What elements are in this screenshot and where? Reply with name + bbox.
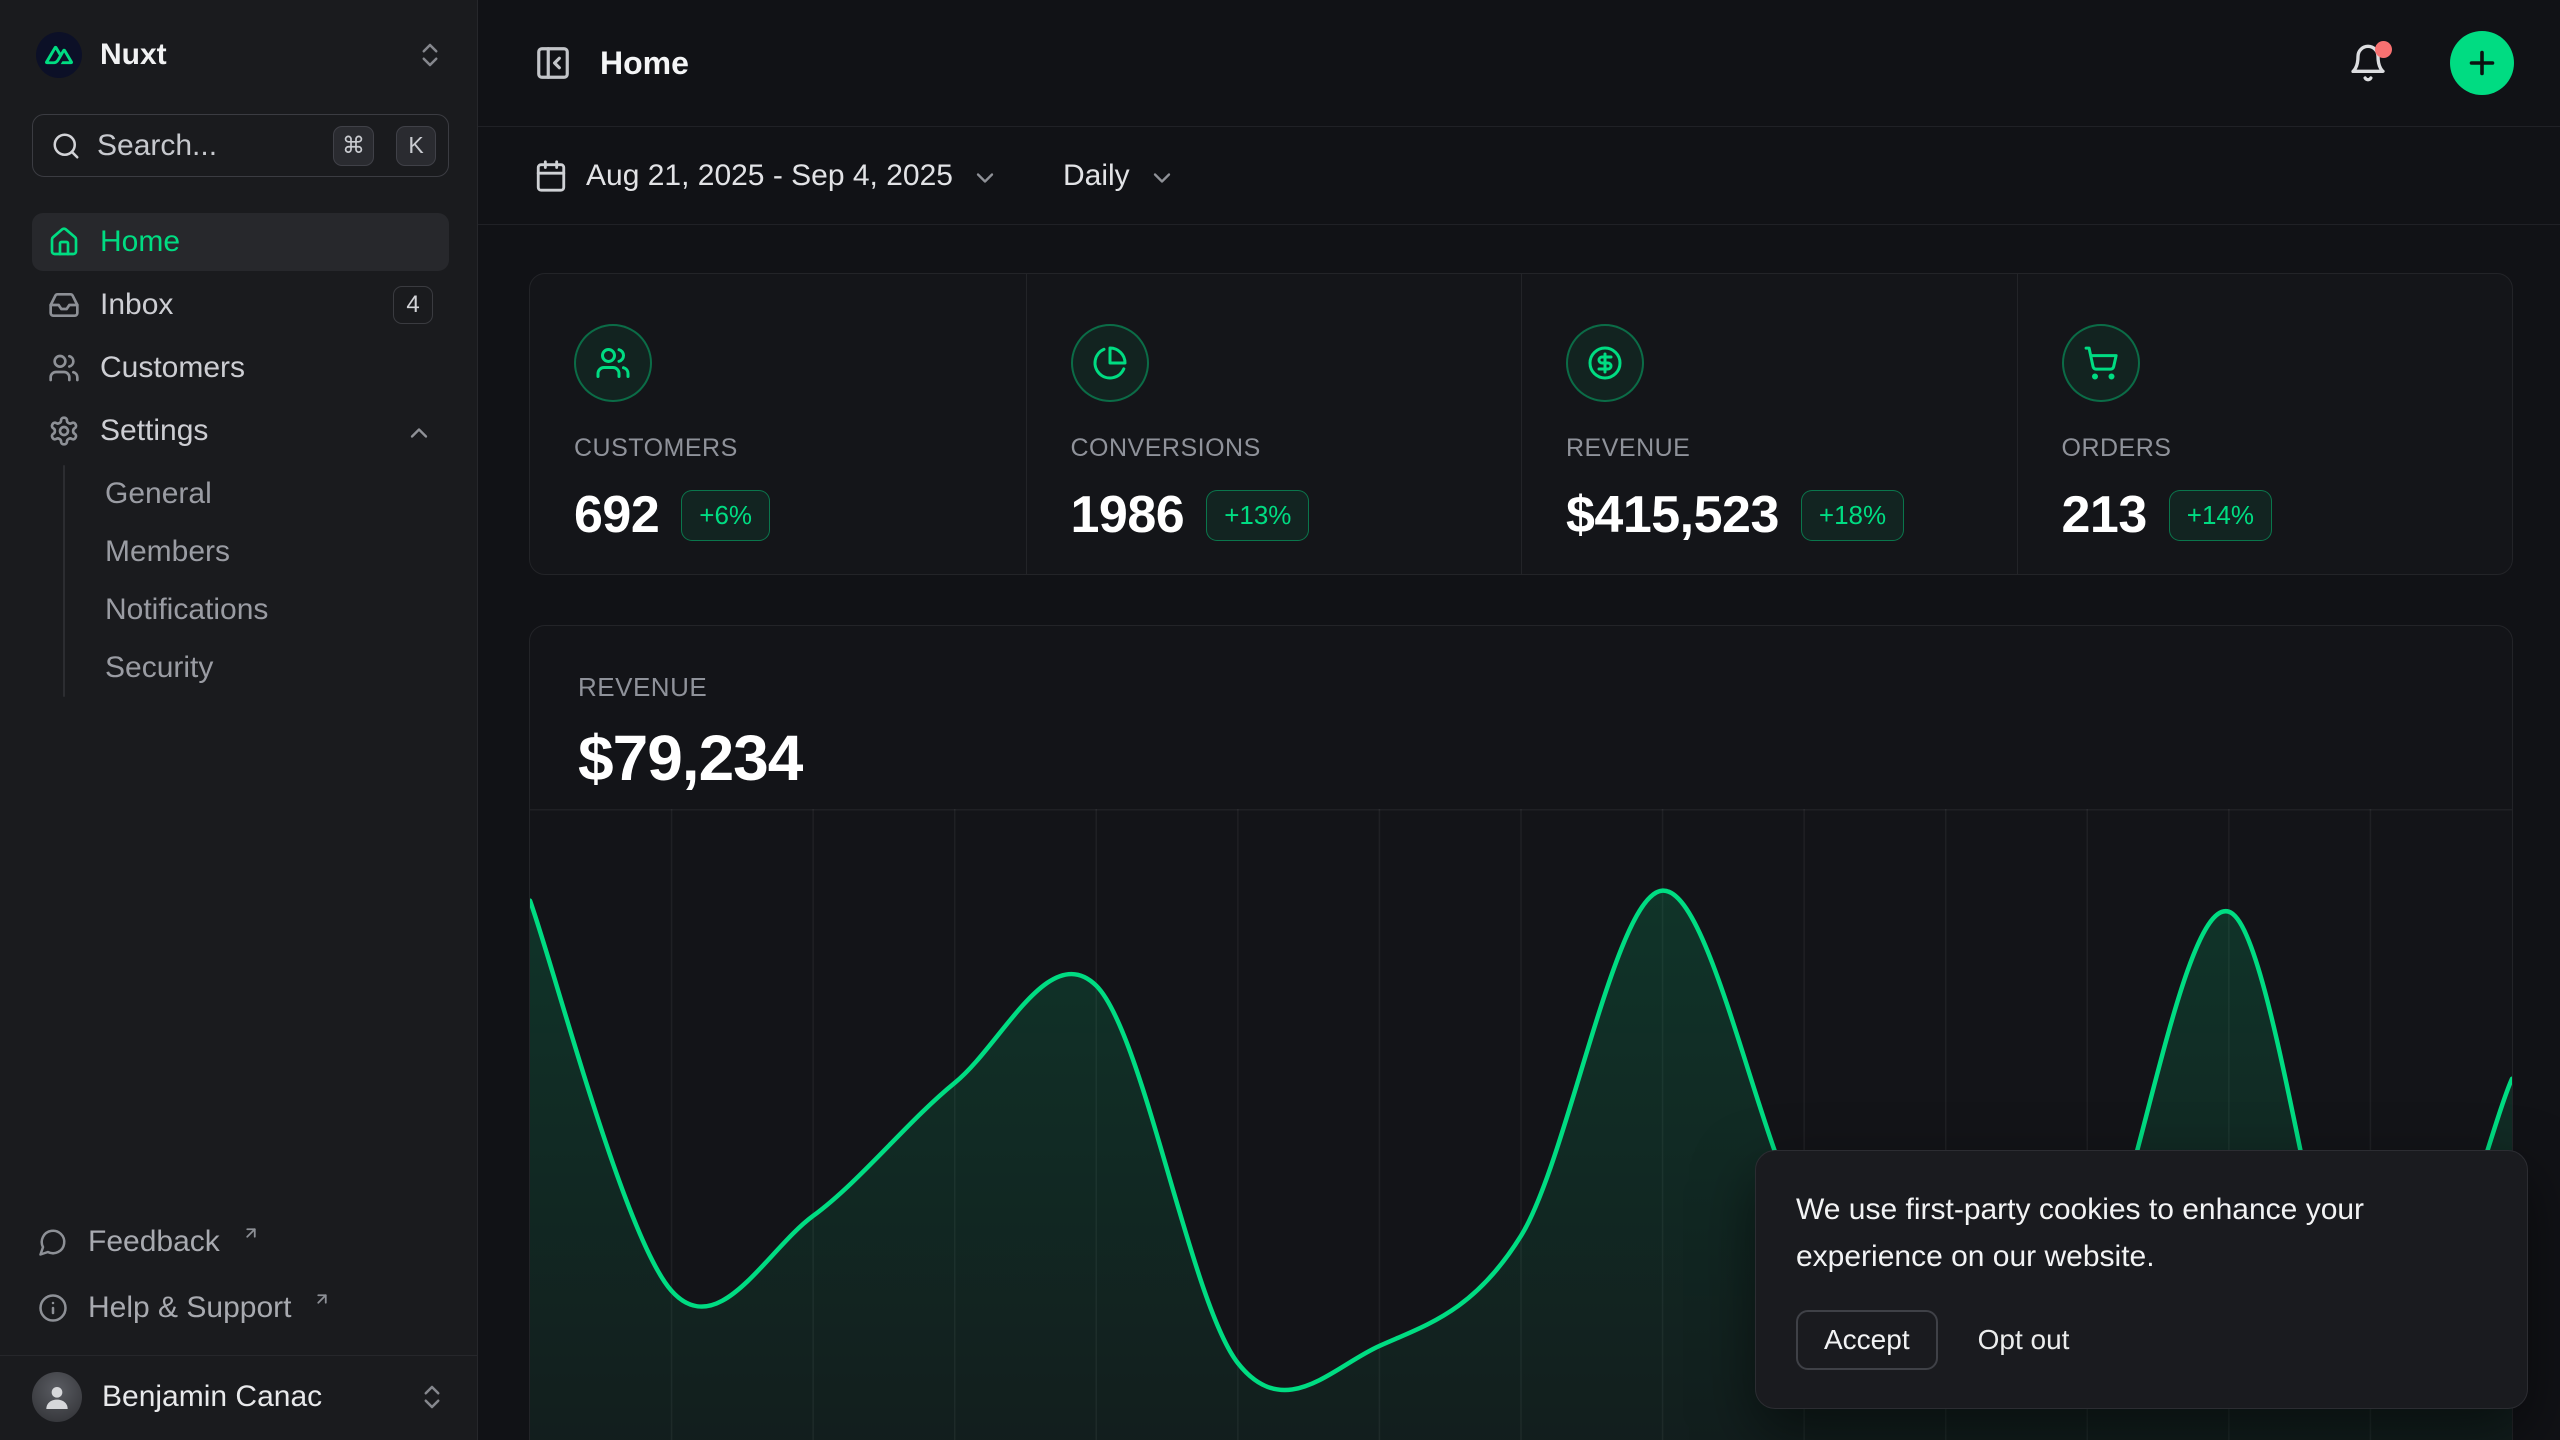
notification-dot: [2375, 41, 2392, 58]
user-menu-button[interactable]: Benjamin Canac: [0, 1355, 477, 1440]
home-icon: [48, 226, 80, 258]
page-title: Home: [600, 45, 2320, 82]
add-button[interactable]: [2450, 31, 2514, 95]
stat-customers: CUSTOMERS 692 +6%: [530, 274, 1026, 574]
users-icon: [48, 352, 80, 384]
stats-grid: CUSTOMERS 692 +6% CONVERSIONS 1986 +13%: [529, 273, 2513, 575]
date-range-label: Aug 21, 2025 - Sep 4, 2025: [586, 159, 953, 193]
stat-orders: ORDERS 213 +14%: [2017, 274, 2513, 574]
stat-value: $415,523: [1566, 485, 1779, 545]
stat-label: REVENUE: [1566, 434, 1973, 463]
cookie-optout-button[interactable]: Opt out: [1978, 1324, 2070, 1356]
sidebar-collapse-button[interactable]: [534, 44, 572, 82]
dollar-circle-icon: [1566, 324, 1644, 402]
revenue-chart-total: $79,234: [578, 721, 2464, 795]
shopping-cart-icon: [2062, 324, 2140, 402]
stat-value: 1986: [1071, 485, 1185, 545]
sidebar-nav: Home Inbox 4 Customers Settings: [32, 213, 449, 697]
users-icon: [574, 324, 652, 402]
help-support-label: Help & Support: [88, 1291, 291, 1325]
feedback-label: Feedback: [88, 1225, 220, 1259]
sidebar-item-home[interactable]: Home: [32, 213, 449, 271]
notifications-bell-button[interactable]: [2348, 43, 2388, 83]
kbd-cmd: ⌘: [333, 126, 374, 166]
kbd-k: K: [396, 126, 436, 166]
sidebar-item-settings[interactable]: Settings: [32, 402, 449, 460]
search-icon: [51, 131, 81, 161]
avatar: [32, 1372, 82, 1422]
granularity-label: Daily: [1063, 159, 1130, 193]
stat-delta-badge: +6%: [681, 490, 770, 541]
gear-icon: [48, 415, 80, 447]
inbox-count-badge: 4: [393, 286, 433, 324]
stat-delta-badge: +18%: [1801, 490, 1904, 541]
stat-value: 692: [574, 485, 659, 545]
stat-delta-badge: +13%: [1206, 490, 1309, 541]
workspace-name: Nuxt: [100, 38, 397, 72]
revenue-chart-label: REVENUE: [578, 672, 2464, 703]
filters-toolbar: Aug 21, 2025 - Sep 4, 2025 Daily: [478, 127, 2560, 225]
info-circle-icon: [38, 1293, 68, 1323]
sidebar-item-label: Inbox: [100, 288, 373, 322]
settings-subtree: General Members Notifications Security: [32, 465, 449, 697]
main-area: Home Aug 21, 2025 - Sep 4, 2025 Daily: [478, 0, 2560, 1440]
nuxt-logo-icon: [36, 32, 82, 78]
sidebar-item-label: Home: [100, 225, 180, 259]
sidebar-item-label: Settings: [100, 414, 385, 448]
stat-label: ORDERS: [2062, 434, 2469, 463]
sidebar-item-customers[interactable]: Customers: [32, 339, 449, 397]
search-input[interactable]: Search... ⌘ K: [32, 114, 449, 177]
pie-chart-icon: [1071, 324, 1149, 402]
external-link-icon: [313, 1290, 331, 1308]
sidebar-subitem-general[interactable]: General: [65, 465, 449, 523]
stat-value: 213: [2062, 485, 2147, 545]
user-name: Benjamin Canac: [102, 1380, 397, 1414]
feedback-link[interactable]: Feedback: [32, 1213, 449, 1271]
sidebar-subitem-notifications[interactable]: Notifications: [65, 581, 449, 639]
cookie-banner: We use first-party cookies to enhance yo…: [1755, 1150, 2528, 1409]
chat-bubble-icon: [38, 1227, 68, 1257]
workspace-selector[interactable]: Nuxt: [32, 26, 449, 84]
inbox-icon: [48, 289, 80, 321]
sidebar-footer: Feedback Help & Support: [32, 1213, 449, 1355]
sidebar-subitem-members[interactable]: Members: [65, 523, 449, 581]
stat-conversions: CONVERSIONS 1986 +13%: [1026, 274, 1522, 574]
chevron-down-icon: [1148, 164, 1176, 192]
stat-label: CONVERSIONS: [1071, 434, 1478, 463]
stat-delta-badge: +14%: [2169, 490, 2272, 541]
date-range-picker[interactable]: Aug 21, 2025 - Sep 4, 2025: [534, 159, 999, 193]
sidebar-subitem-security[interactable]: Security: [65, 639, 449, 697]
search-placeholder: Search...: [97, 129, 311, 163]
granularity-select[interactable]: Daily: [1063, 159, 1176, 193]
chevron-down-icon: [971, 164, 999, 192]
stat-revenue: REVENUE $415,523 +18%: [1521, 274, 2017, 574]
chevrons-up-down-icon: [415, 40, 445, 70]
sidebar-item-inbox[interactable]: Inbox 4: [32, 276, 449, 334]
page-header: Home: [478, 0, 2560, 127]
stat-label: CUSTOMERS: [574, 434, 982, 463]
cookie-message: We use first-party cookies to enhance yo…: [1796, 1187, 2487, 1280]
help-support-link[interactable]: Help & Support: [32, 1279, 449, 1337]
chevron-up-icon: [405, 419, 433, 447]
cookie-accept-button[interactable]: Accept: [1796, 1310, 1938, 1370]
sidebar-item-label: Customers: [100, 351, 245, 385]
external-link-icon: [242, 1224, 260, 1242]
calendar-icon: [534, 159, 568, 193]
sidebar: Nuxt Search... ⌘ K Home Inbox 4: [0, 0, 478, 1440]
chevrons-up-down-icon: [417, 1382, 447, 1412]
